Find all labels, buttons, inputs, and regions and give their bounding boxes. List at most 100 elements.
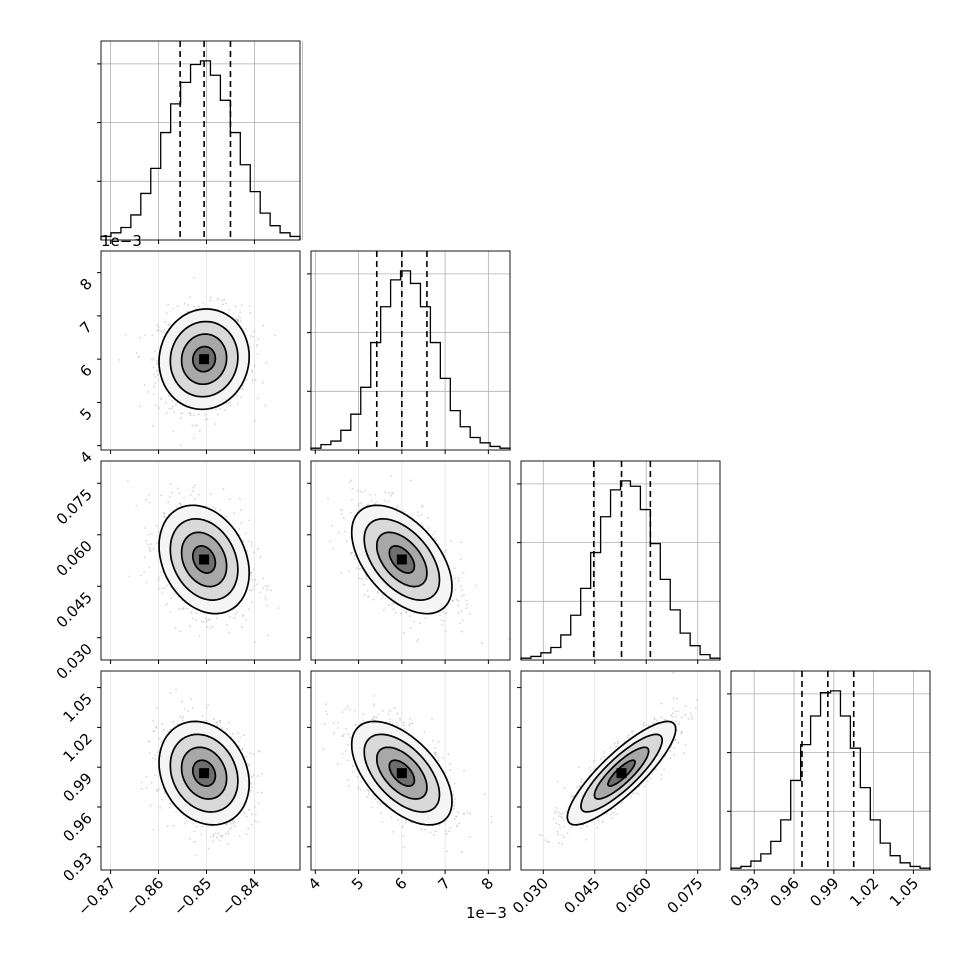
scatter-point bbox=[215, 617, 218, 620]
scatter-point bbox=[216, 297, 219, 300]
scatter-point bbox=[337, 722, 340, 725]
scatter-point bbox=[461, 619, 464, 622]
scatter-point bbox=[214, 423, 217, 426]
scatter-point bbox=[218, 719, 221, 722]
scatter-point bbox=[169, 728, 172, 731]
scatter-point bbox=[325, 710, 328, 713]
scatter-point bbox=[186, 820, 188, 823]
scatter-point bbox=[253, 568, 256, 571]
scatter-point bbox=[197, 413, 200, 416]
scatter-point bbox=[220, 835, 223, 838]
scatter-point bbox=[176, 487, 179, 490]
scatter-point bbox=[345, 540, 348, 542]
scatter-point bbox=[135, 504, 138, 507]
scatter-point bbox=[179, 503, 182, 506]
scatter-point bbox=[167, 501, 170, 503]
scatter-point bbox=[441, 756, 444, 759]
scatter-point bbox=[250, 335, 253, 337]
scatter-point bbox=[228, 828, 231, 831]
scatter-point bbox=[357, 502, 360, 505]
y-tick-label: 0.99 bbox=[59, 769, 95, 805]
scatter-point bbox=[141, 787, 143, 790]
scatter-point bbox=[143, 571, 146, 574]
scatter-point bbox=[183, 496, 185, 499]
scatter-point bbox=[445, 832, 448, 835]
scatter-point bbox=[213, 718, 215, 721]
scatter-point bbox=[327, 497, 329, 500]
scatter-point bbox=[421, 504, 424, 507]
scatter-point bbox=[460, 630, 463, 633]
contour-line bbox=[158, 308, 251, 411]
scatter-point bbox=[154, 404, 157, 407]
scatter-point bbox=[455, 598, 458, 601]
scatter-point bbox=[210, 296, 213, 299]
scatter-point bbox=[137, 356, 140, 358]
scatter-point bbox=[256, 345, 259, 348]
scatter-point bbox=[242, 540, 245, 543]
scatter-point bbox=[200, 620, 203, 623]
scatter-point bbox=[227, 402, 230, 405]
scatter-point bbox=[420, 828, 423, 830]
scatter-point bbox=[124, 333, 127, 336]
scatter-point bbox=[409, 627, 412, 629]
scatter-point bbox=[229, 404, 232, 407]
scatter-point bbox=[457, 600, 460, 602]
contour-line bbox=[169, 733, 239, 813]
scatter-point bbox=[164, 604, 167, 607]
scatter-point bbox=[341, 509, 344, 512]
scatter-point bbox=[181, 719, 184, 722]
scatter-point bbox=[198, 429, 201, 432]
scatter-point bbox=[332, 548, 335, 550]
scatter-point bbox=[381, 594, 384, 597]
scatter-point bbox=[439, 614, 441, 617]
scatter-point bbox=[249, 312, 252, 314]
contour-line bbox=[180, 746, 228, 800]
scatter-point bbox=[171, 491, 174, 494]
scatter-point bbox=[155, 707, 158, 709]
scatter-point bbox=[366, 595, 369, 598]
x-tick-label: −0.86 bbox=[122, 874, 167, 919]
scatter-point bbox=[140, 574, 143, 577]
scatter-point bbox=[126, 480, 129, 483]
scatter-point bbox=[460, 541, 462, 544]
scatter-point bbox=[178, 492, 181, 495]
scatter-point bbox=[250, 369, 253, 372]
scatter-point bbox=[424, 828, 427, 831]
scatter-point bbox=[193, 484, 196, 487]
scatter-point bbox=[165, 312, 168, 315]
scatter-point bbox=[152, 393, 155, 396]
scatter-point bbox=[422, 524, 424, 527]
y-tick-label: 8 bbox=[76, 275, 95, 294]
scatter-point bbox=[465, 664, 467, 666]
scatter-point bbox=[190, 698, 193, 701]
scatter-point bbox=[118, 359, 121, 361]
scatter-point bbox=[150, 543, 153, 545]
scatter-point bbox=[189, 837, 191, 840]
scatter-point bbox=[249, 783, 252, 786]
scatter-point bbox=[441, 623, 443, 626]
scatter-point bbox=[205, 706, 208, 709]
scatter-point bbox=[203, 413, 206, 416]
scatter-points bbox=[327, 475, 510, 666]
scatter-point bbox=[420, 513, 423, 516]
scatter-point bbox=[163, 729, 165, 731]
scatter-point bbox=[236, 611, 239, 614]
scatter-point bbox=[156, 324, 158, 326]
scatter-point bbox=[226, 623, 229, 626]
scatter-point bbox=[257, 802, 260, 804]
histogram-series bbox=[520, 480, 721, 660]
scatter-point bbox=[235, 317, 237, 320]
scatter-point bbox=[256, 548, 259, 550]
scatter-point bbox=[394, 611, 397, 614]
scatter-point bbox=[239, 509, 242, 512]
scatter-point bbox=[442, 611, 445, 613]
scatter-point bbox=[167, 304, 170, 306]
scatter-point bbox=[155, 362, 158, 365]
scatter-point bbox=[245, 755, 248, 758]
scatter-point bbox=[453, 782, 456, 785]
scatter-point bbox=[156, 369, 158, 372]
scatter-point bbox=[254, 640, 257, 643]
scatter-point bbox=[157, 531, 160, 533]
scatter-point bbox=[344, 530, 346, 533]
scatter-point bbox=[416, 640, 419, 643]
